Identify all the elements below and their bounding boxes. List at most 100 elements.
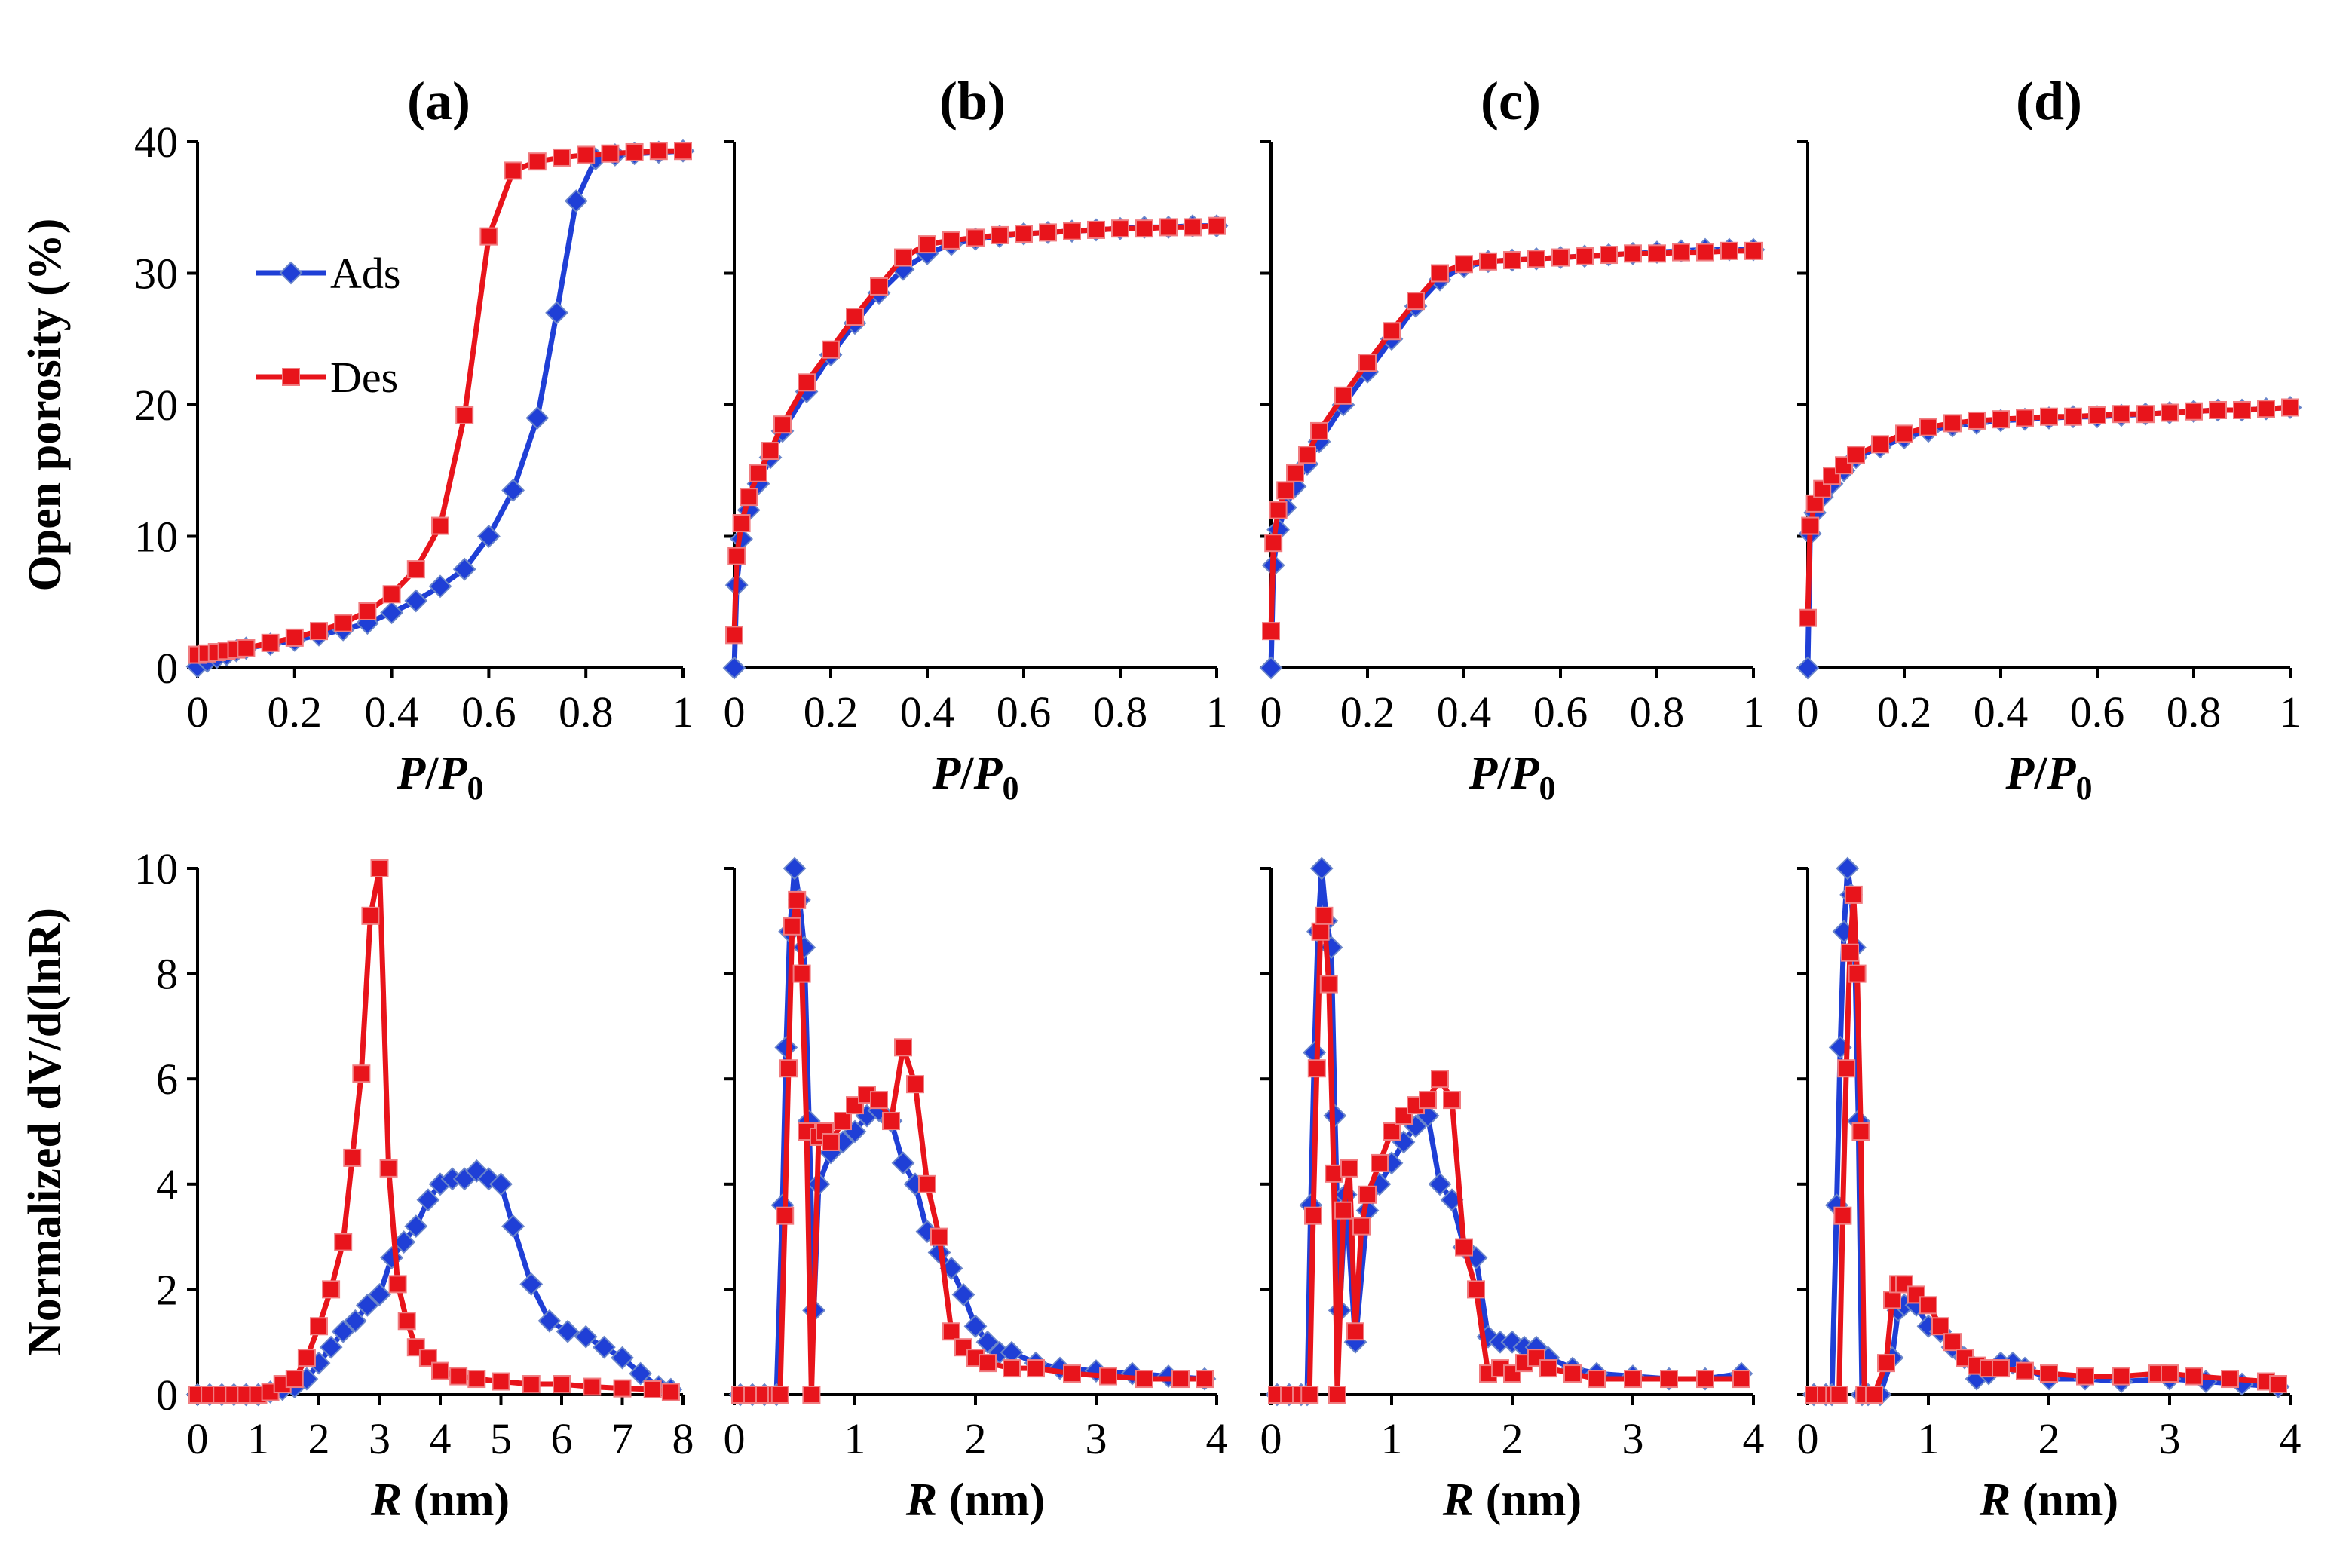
data-point-des	[1358, 354, 1377, 372]
y-tick-label: 8	[156, 950, 178, 999]
data-point-des	[1208, 216, 1226, 235]
data-point-des	[455, 406, 474, 424]
x-tick-label: 7	[611, 1414, 633, 1463]
data-point-des	[285, 1370, 304, 1389]
data-point-des	[1135, 219, 1153, 238]
data-point-ads	[501, 1214, 525, 1239]
panel-c-bottom: 0 1 2 3 4 R (nm)	[1260, 856, 1765, 1526]
series-line-des	[731, 223, 1217, 635]
data-point-des	[1992, 410, 2010, 429]
data-point-des	[1992, 1359, 2010, 1378]
data-point-ads	[331, 1319, 355, 1343]
x-tick-label: 0.6	[2070, 688, 2125, 737]
x-tick-label: 8	[672, 1414, 694, 1463]
data-point-des	[1660, 1370, 1678, 1389]
data-point-ads	[592, 1335, 616, 1359]
y-axis-title: Open porosity (%)	[20, 219, 71, 592]
data-point-des	[1298, 446, 1316, 464]
data-point-des	[779, 1059, 798, 1078]
data-point-des	[661, 1383, 680, 1401]
data-point-ads	[564, 189, 588, 213]
data-point-des	[1269, 501, 1288, 519]
data-point-des	[1943, 414, 1962, 433]
x-tick-label: 0.6	[1533, 688, 1588, 737]
data-point-ads	[792, 936, 816, 960]
x-tick-label: 1	[2280, 688, 2302, 737]
x-tick-label: 1	[844, 1414, 866, 1463]
data-point-des	[522, 1375, 541, 1394]
data-point-ads	[951, 1282, 975, 1306]
data-point-des	[431, 516, 449, 535]
data-point-des	[894, 1038, 912, 1057]
data-point-des	[918, 1174, 936, 1193]
legend-des-label: Des	[330, 353, 398, 402]
x-tick-label: 0	[1260, 1414, 1282, 1463]
data-point-des	[1015, 225, 1033, 243]
data-point-des	[583, 1377, 602, 1396]
data-point-des	[1968, 411, 1986, 430]
data-point-des	[1539, 1359, 1557, 1378]
data-point-ads	[355, 1293, 379, 1317]
data-point-des	[1624, 1370, 1642, 1389]
data-point-des	[1883, 1291, 1901, 1309]
x-tick-label: 0	[187, 1414, 209, 1463]
data-point-des	[725, 626, 743, 645]
data-point-ads	[545, 301, 568, 325]
y-tick-label: 2	[156, 1265, 178, 1314]
series-line-des	[1814, 892, 2279, 1398]
series-line-des	[1268, 248, 1753, 632]
data-point-ads	[525, 406, 550, 430]
data-point-des	[792, 964, 811, 983]
data-point-des	[1865, 1386, 1883, 1404]
data-point-des	[2209, 400, 2227, 419]
data-point-des	[2064, 407, 2082, 426]
data-point-des	[1455, 255, 1473, 274]
x-tick-label: 0.8	[2167, 688, 2222, 737]
x-tick-label: 1	[1743, 688, 1765, 737]
data-point-des	[1943, 1333, 1962, 1352]
data-point-des	[2016, 1361, 2034, 1380]
data-point-des	[732, 514, 751, 533]
data-point-des	[783, 917, 801, 936]
x-tick-label: 0	[1797, 1414, 1819, 1463]
data-point-des	[310, 622, 328, 641]
data-point-ads	[783, 856, 807, 880]
data-point-des	[1931, 1317, 1949, 1336]
data-point-ads	[319, 1335, 343, 1359]
data-point-des	[1847, 446, 1865, 464]
data-point-des	[798, 373, 816, 392]
panel-title: (b)	[939, 71, 1006, 131]
data-point-des	[388, 1275, 407, 1294]
panel-d-bottom: 0 1 2 3 4 R (nm)	[1797, 856, 2302, 1526]
data-point-des	[2040, 1364, 2058, 1383]
data-point-des	[2076, 1367, 2094, 1386]
data-point-des	[1159, 218, 1178, 237]
data-point-des	[1099, 1367, 1117, 1386]
data-point-des	[406, 560, 425, 579]
data-point-des	[358, 602, 377, 620]
x-tick-label: 0	[1797, 688, 1819, 737]
data-point-des	[322, 1280, 341, 1299]
data-point-des	[822, 1132, 840, 1151]
data-point-ads	[380, 601, 404, 625]
panel-b-top: 0 0.2 0.4 0.6 0.8 1 (b) P/P0	[722, 71, 1229, 807]
data-point-des	[740, 488, 758, 507]
data-point-des	[1479, 252, 1497, 271]
data-point-des	[1063, 222, 1081, 240]
data-point-des	[770, 1386, 789, 1404]
data-point-des	[2185, 1367, 2203, 1386]
data-point-des	[504, 161, 522, 180]
data-point-des	[788, 890, 807, 909]
data-point-des	[1407, 292, 1425, 311]
data-point-des	[1467, 1280, 1485, 1299]
data-point-ads	[963, 1314, 988, 1338]
x-tick-label: 1	[672, 688, 694, 737]
data-point-des	[261, 633, 280, 652]
data-point-des	[1264, 534, 1283, 553]
panel-d-top: 0 0.2 0.4 0.6 0.8 1 (d) P/P0	[1796, 71, 2302, 807]
data-point-des	[2233, 400, 2251, 419]
data-point-des	[1624, 244, 1642, 263]
data-point-ads	[611, 1346, 634, 1370]
data-point-des	[749, 464, 767, 482]
